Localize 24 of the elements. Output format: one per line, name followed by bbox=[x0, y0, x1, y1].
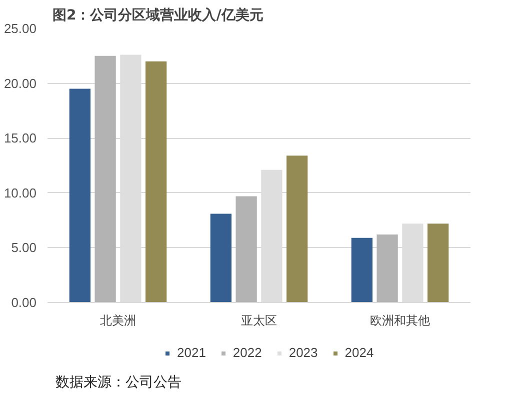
legend-label: 2023 bbox=[288, 345, 318, 360]
y-tick-label: 25.00 bbox=[4, 21, 37, 36]
legend-label: 2021 bbox=[177, 345, 206, 360]
y-tick-label: 10.00 bbox=[4, 185, 37, 200]
bar bbox=[286, 156, 308, 302]
bar bbox=[427, 224, 449, 302]
y-tick-label: 20.00 bbox=[4, 76, 37, 91]
y-tick-label: 5.00 bbox=[11, 240, 37, 256]
x-tick-label: 亚太区 bbox=[241, 314, 277, 328]
bar bbox=[94, 56, 116, 302]
legend-label: 2024 bbox=[344, 345, 374, 360]
bar bbox=[69, 88, 91, 302]
x-tick-label: 北美洲 bbox=[100, 314, 136, 328]
source-note: 数据来源：公司公告 bbox=[56, 374, 182, 390]
legend-label: 2022 bbox=[232, 345, 262, 360]
bar bbox=[210, 214, 232, 302]
bar bbox=[351, 238, 373, 302]
y-tick-label: 0.00 bbox=[11, 295, 37, 310]
bar bbox=[376, 234, 398, 302]
chart-title: 图2：公司分区域营业收入/亿美元 bbox=[52, 6, 264, 24]
bar bbox=[236, 196, 257, 302]
x-tick-label: 欧洲和其他 bbox=[370, 314, 430, 328]
y-tick-label: 15.00 bbox=[4, 130, 37, 146]
bar bbox=[145, 61, 167, 302]
